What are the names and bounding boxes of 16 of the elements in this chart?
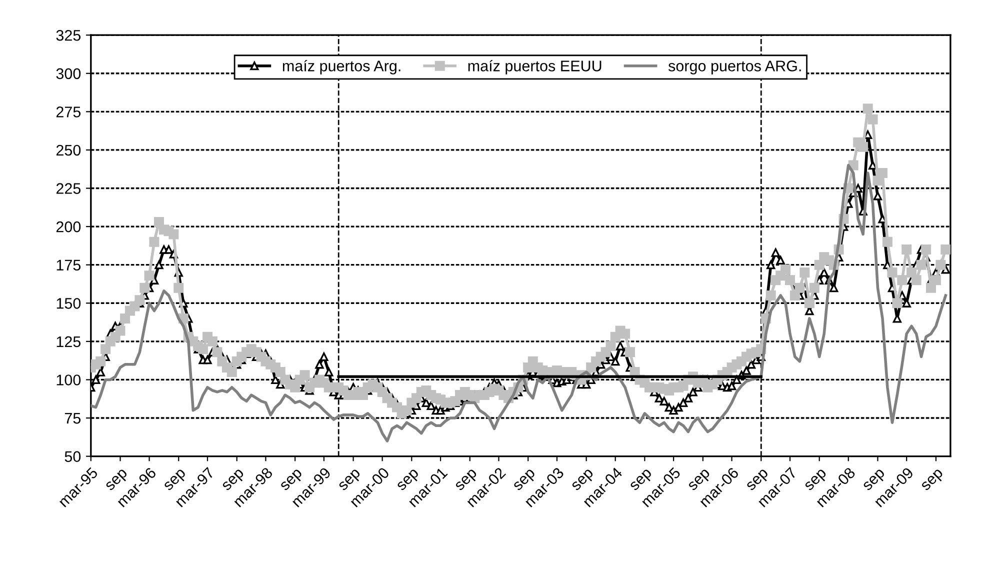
legend-label: sorgo puertos ARG.: [668, 60, 801, 74]
legend-label: maíz puertos EEUU: [468, 60, 602, 74]
y-tick-label: 150: [56, 298, 81, 309]
y-tick-label: 325: [56, 30, 81, 41]
y-tick-label: 100: [56, 374, 81, 386]
legend-label: maíz puertos Arg.: [282, 60, 400, 74]
y-tick-label: 50: [64, 451, 81, 462]
y-tick-label: 275: [56, 106, 81, 118]
y-tick-label: 175: [56, 260, 81, 271]
y-tick-label: 250: [56, 144, 81, 156]
y-tick-label: 200: [56, 221, 81, 232]
y-tick-label: 75: [64, 413, 81, 424]
x-tick-label: sep: [920, 468, 946, 494]
y-tick-label: 225: [56, 183, 81, 194]
y-tick-label: 300: [56, 68, 81, 80]
y-tick-label: 125: [56, 336, 81, 348]
